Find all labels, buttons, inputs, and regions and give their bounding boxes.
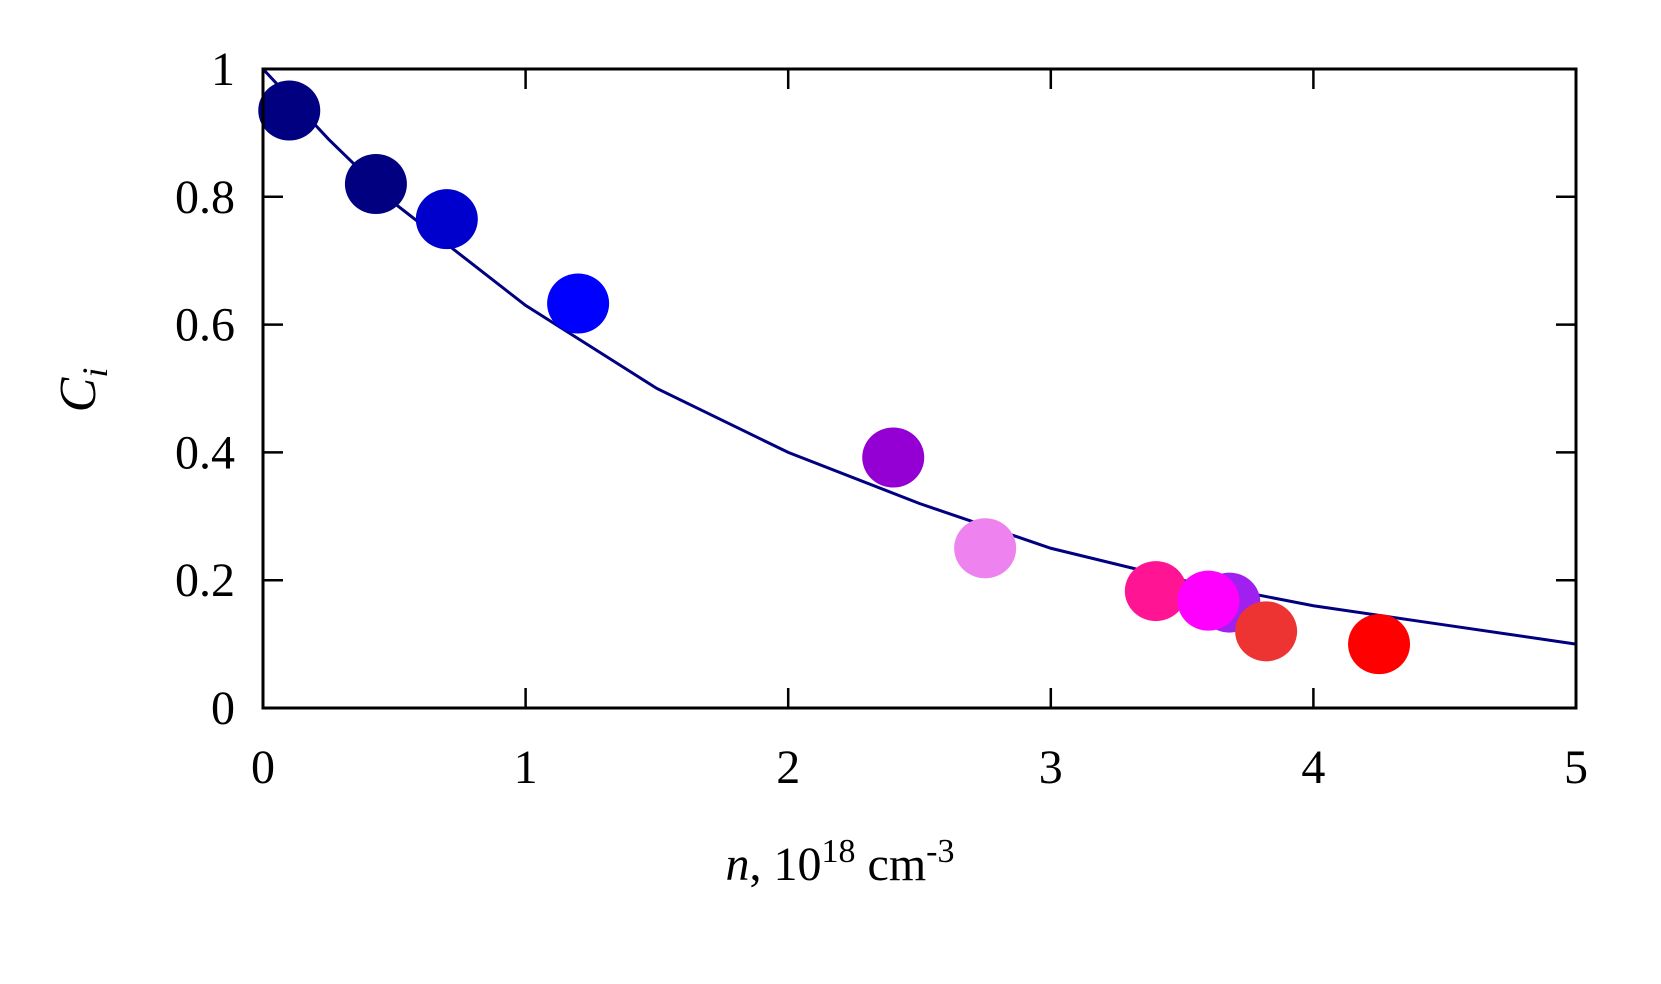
point xyxy=(415,189,478,250)
x-label-part: 18 xyxy=(822,833,856,870)
point xyxy=(1348,614,1411,675)
point xyxy=(1235,601,1298,662)
x-tick-label: 5 xyxy=(1564,741,1588,794)
y-tick-label: 0.8 xyxy=(175,171,235,224)
y-tick-label: 0.4 xyxy=(175,426,235,479)
point xyxy=(954,518,1017,579)
y-tick-label: 0.6 xyxy=(175,299,235,352)
point xyxy=(258,80,321,141)
y-tick-label: 0 xyxy=(211,682,235,735)
x-label-part: , 10 xyxy=(750,838,822,891)
point xyxy=(1177,570,1240,631)
x-tick-label: 1 xyxy=(514,741,538,794)
y-axis-label: Ci xyxy=(50,368,115,413)
point xyxy=(547,273,610,334)
x-label-part: n xyxy=(726,838,750,891)
x-tick-label: 0 xyxy=(251,741,275,794)
x-tick-label: 4 xyxy=(1301,741,1325,794)
y-tick-label: 0.2 xyxy=(175,554,235,607)
x-tick-label: 3 xyxy=(1039,741,1063,794)
y-tick-label: 1 xyxy=(211,43,235,96)
fit-line xyxy=(261,67,1577,646)
x-axis-label: n, 1018 cm-3 xyxy=(726,833,955,891)
point xyxy=(344,154,407,215)
x-label-part: -3 xyxy=(926,833,954,870)
y-label-part: C xyxy=(50,376,107,412)
y-label-part: i xyxy=(75,368,115,378)
point xyxy=(1124,561,1187,622)
x-label-part: cm xyxy=(856,838,927,891)
x-tick-label: 2 xyxy=(776,741,800,794)
point xyxy=(862,427,925,488)
plot-frame xyxy=(261,67,1578,710)
